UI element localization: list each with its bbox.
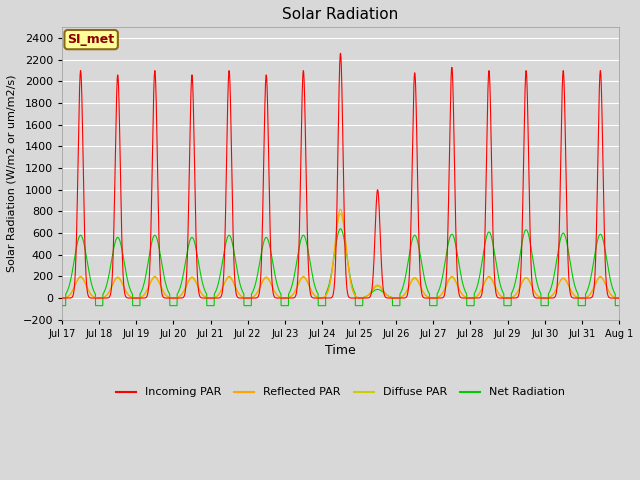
Text: SI_met: SI_met [68,33,115,46]
Title: Solar Radiation: Solar Radiation [282,7,399,22]
Y-axis label: Solar Radiation (W/m2 or um/m2/s): Solar Radiation (W/m2 or um/m2/s) [7,75,17,272]
X-axis label: Time: Time [325,344,356,357]
Legend: Incoming PAR, Reflected PAR, Diffuse PAR, Net Radiation: Incoming PAR, Reflected PAR, Diffuse PAR… [111,383,570,402]
